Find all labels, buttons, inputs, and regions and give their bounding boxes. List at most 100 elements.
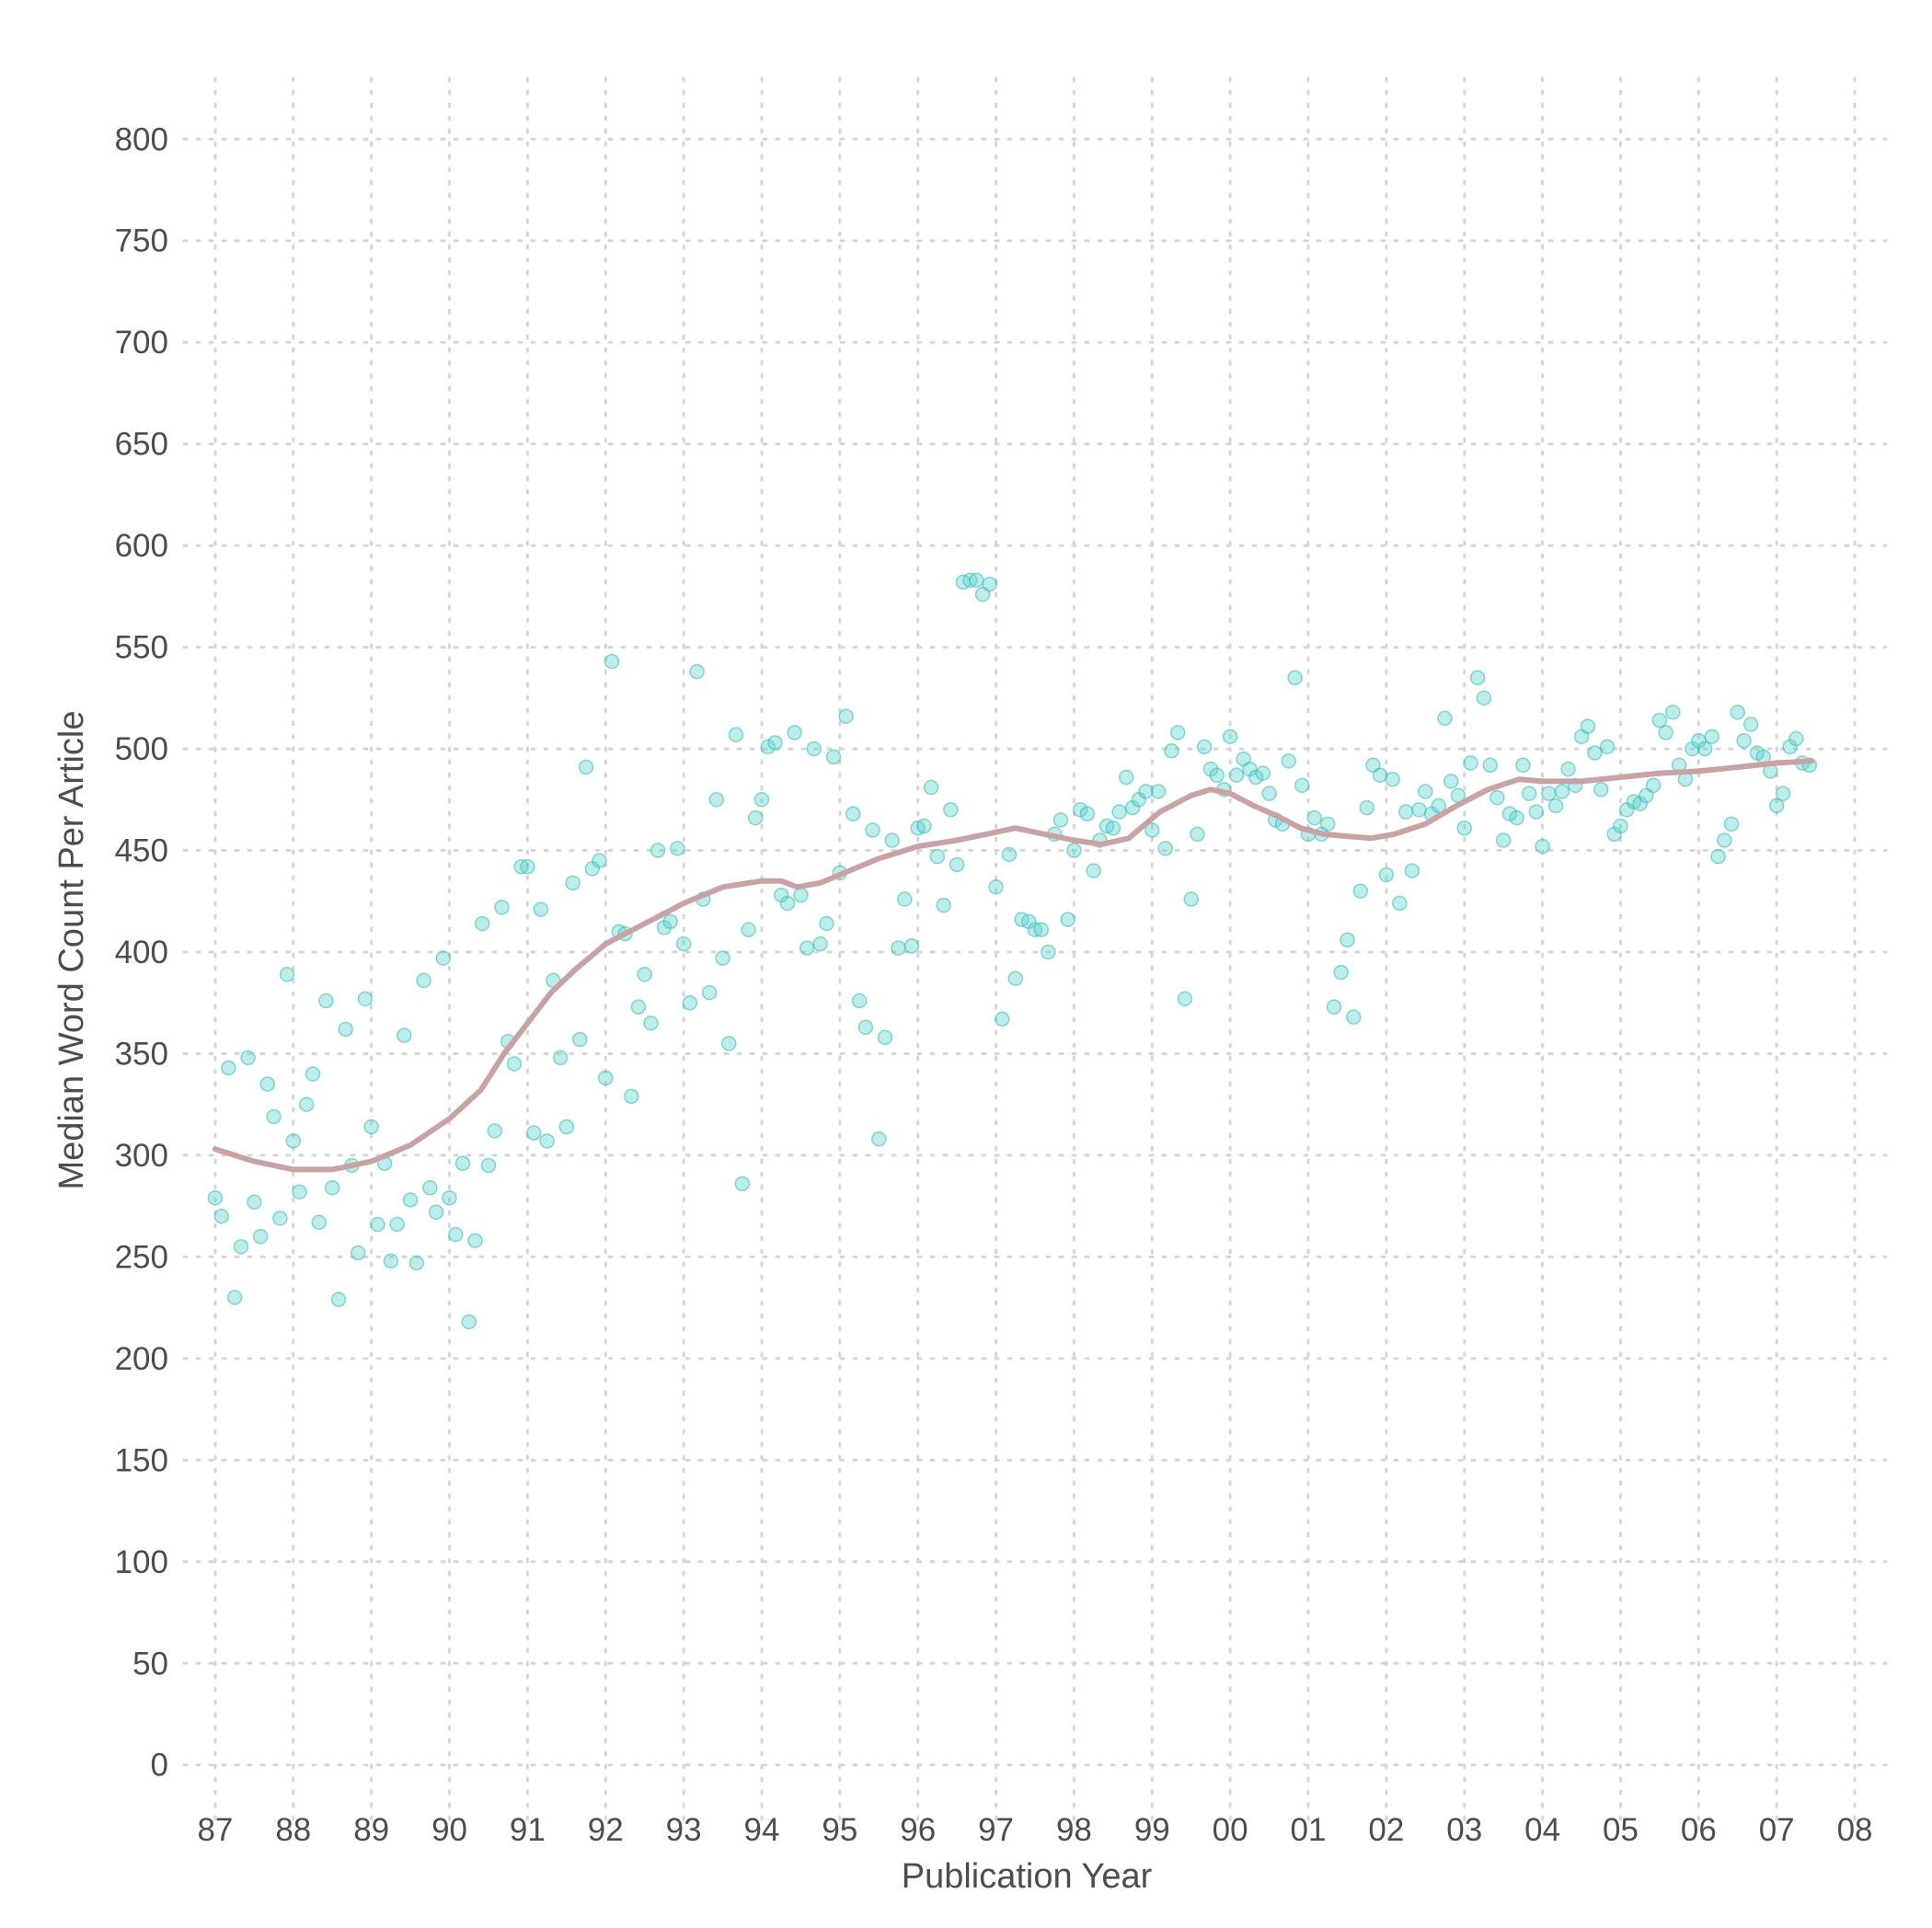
data-point	[877, 1029, 893, 1046]
data-point	[1437, 710, 1453, 727]
data-point	[819, 915, 834, 932]
data-point	[1456, 820, 1472, 836]
x-tick-label: 88	[275, 1812, 311, 1848]
y-tick-label: 800	[115, 121, 168, 157]
y-tick-labels: 0 50 100 150 200 250 300 350 400 450 500 550 600 650 7…	[115, 121, 168, 1783]
x-tick-label: 01	[1291, 1812, 1327, 1848]
data-point	[370, 1216, 385, 1233]
y-tick-label: 500	[115, 731, 168, 767]
data-point	[520, 858, 535, 875]
data-point	[266, 1108, 282, 1125]
x-tick-label: 99	[1134, 1812, 1170, 1848]
data-point	[247, 1194, 262, 1210]
data-point	[252, 1229, 269, 1245]
data-point	[689, 663, 705, 680]
data-point	[1717, 832, 1732, 848]
data-point	[675, 935, 692, 952]
data-point	[350, 1245, 366, 1261]
y-tick-label: 250	[115, 1239, 168, 1275]
data-point	[650, 843, 666, 858]
data-point	[1528, 804, 1545, 820]
x-tick-label: 94	[744, 1812, 780, 1848]
data-point	[506, 1056, 523, 1072]
data-point	[1515, 757, 1531, 773]
data-point	[1306, 809, 1323, 826]
x-tick-label: 95	[822, 1812, 857, 1848]
data-point	[825, 749, 842, 765]
data-point	[923, 779, 939, 796]
data-point	[1710, 848, 1726, 865]
data-point	[1177, 991, 1193, 1007]
data-point	[721, 1036, 737, 1051]
data-point	[1541, 786, 1557, 801]
data-point	[753, 792, 770, 808]
data-point	[1228, 767, 1245, 784]
data-point	[974, 586, 991, 602]
y-tick-label: 750	[115, 224, 168, 259]
data-point	[357, 991, 374, 1007]
data-point	[533, 901, 549, 917]
data-point	[1150, 784, 1167, 799]
data-point	[279, 967, 295, 982]
data-point	[1183, 891, 1199, 907]
data-point	[422, 1180, 438, 1196]
data-point	[428, 1204, 444, 1221]
data-point	[1340, 932, 1355, 947]
data-point	[793, 887, 809, 903]
data-point	[305, 1066, 321, 1082]
data-point	[318, 993, 334, 1009]
data-point	[292, 1184, 307, 1199]
trend-line	[212, 758, 1815, 1173]
data-point	[285, 1133, 302, 1149]
data-point	[1489, 789, 1505, 806]
data-point	[298, 1096, 315, 1112]
data-point	[1554, 784, 1570, 799]
x-tick-label: 06	[1681, 1812, 1717, 1848]
data-point	[1476, 690, 1492, 706]
data-point	[897, 891, 913, 907]
y-tick-label: 0	[151, 1748, 168, 1784]
data-point	[1580, 718, 1596, 735]
data-point	[1768, 798, 1785, 814]
data-point	[995, 1011, 1010, 1027]
data-point	[1033, 922, 1050, 937]
data-point	[1170, 725, 1186, 740]
data-point	[741, 922, 756, 937]
data-point	[1052, 812, 1069, 828]
data-point	[1418, 784, 1433, 799]
data-point	[1593, 782, 1609, 798]
x-tick-label: 96	[900, 1812, 936, 1848]
y-tick-label: 300	[115, 1138, 168, 1174]
data-point	[448, 1226, 464, 1243]
data-point	[572, 1031, 588, 1048]
data-point	[480, 1157, 497, 1174]
data-point	[1157, 841, 1173, 856]
data-point	[1736, 732, 1752, 749]
y-tick-label: 700	[115, 325, 168, 361]
y-tick-label: 150	[115, 1442, 168, 1478]
data-point	[416, 972, 431, 989]
data-point	[1261, 786, 1277, 801]
data-point	[1345, 1009, 1362, 1025]
data-point	[1378, 866, 1395, 883]
trend-line-group	[212, 758, 1815, 1173]
data-point	[598, 1070, 614, 1086]
data-point	[442, 1190, 457, 1206]
data-point	[494, 900, 510, 915]
data-point	[1392, 895, 1408, 912]
data-point	[1164, 743, 1179, 759]
data-point	[1613, 818, 1628, 834]
data-point	[857, 1019, 874, 1035]
data-point	[1372, 767, 1388, 784]
data-point	[1599, 739, 1616, 755]
data-point	[1651, 712, 1668, 729]
data-point	[1352, 883, 1369, 899]
data-point	[1105, 820, 1121, 836]
x-axis-title: Publication Year	[902, 1857, 1153, 1896]
data-point	[891, 940, 906, 956]
data-point	[233, 1239, 249, 1255]
data-point	[324, 1180, 340, 1196]
data-point	[949, 856, 965, 873]
data-point	[865, 822, 880, 838]
data-point	[1066, 843, 1082, 858]
